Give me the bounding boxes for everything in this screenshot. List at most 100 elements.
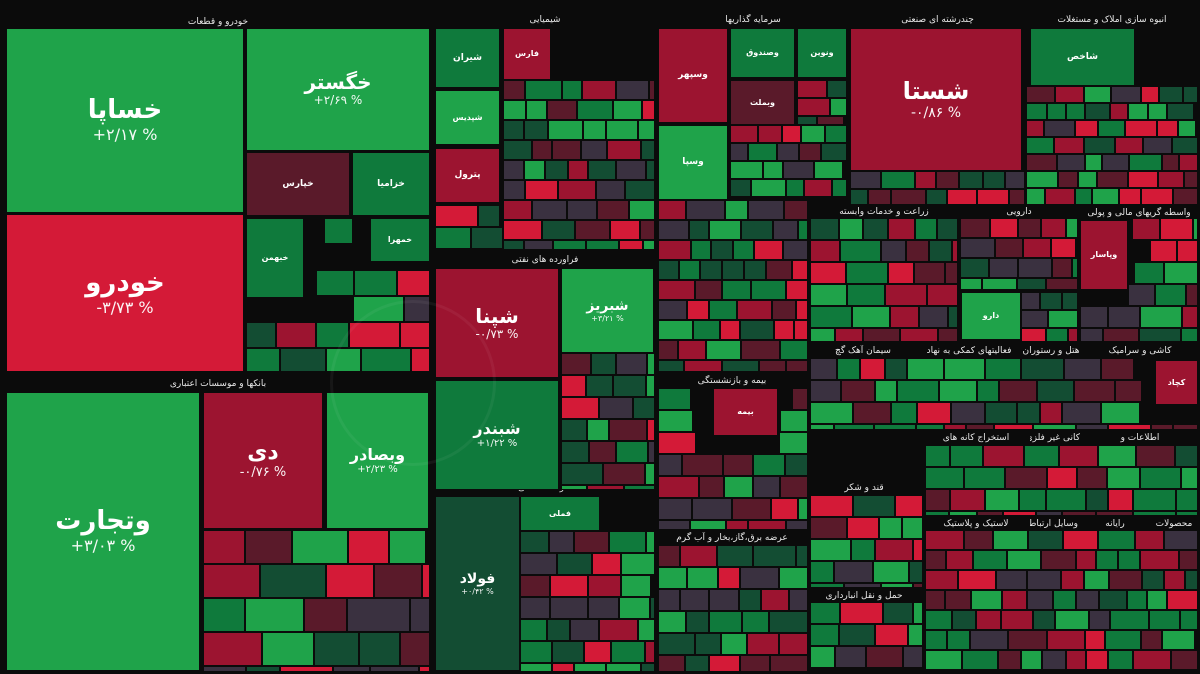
- treemap-tile-small[interactable]: [939, 380, 977, 402]
- treemap-tile-small[interactable]: [830, 98, 847, 116]
- treemap-tile-small[interactable]: [718, 567, 740, 589]
- treemap-tile-small[interactable]: [353, 296, 404, 322]
- treemap-tile[interactable]: خمهرا: [370, 218, 430, 262]
- treemap-tile-small[interactable]: [1024, 445, 1059, 467]
- treemap-tile-small[interactable]: [547, 100, 577, 120]
- treemap-tile-small[interactable]: [784, 200, 808, 220]
- treemap-tile-small[interactable]: [1076, 424, 1108, 430]
- treemap-tile-small[interactable]: [1164, 262, 1198, 284]
- treemap-tile-small[interactable]: [758, 125, 782, 143]
- treemap-tile-small[interactable]: [370, 666, 419, 672]
- treemap-tile-small[interactable]: [960, 258, 989, 278]
- treemap-tile-small[interactable]: [610, 220, 640, 240]
- treemap-tile-small[interactable]: [759, 360, 786, 372]
- treemap-tile-small[interactable]: [783, 161, 814, 179]
- treemap-tile-small[interactable]: [561, 441, 589, 463]
- treemap-tile-small[interactable]: [1047, 630, 1085, 650]
- treemap-tile-small[interactable]: [658, 520, 690, 530]
- treemap-tile-small[interactable]: [616, 441, 648, 463]
- treemap-tile-small[interactable]: [780, 476, 808, 498]
- treemap-tile-small[interactable]: [890, 306, 919, 328]
- treemap-tile-small[interactable]: [874, 424, 916, 430]
- treemap-tile-small[interactable]: [751, 179, 786, 197]
- treemap-tile-small[interactable]: [999, 380, 1037, 402]
- treemap-tile-small[interactable]: [1053, 590, 1076, 610]
- treemap-tile-small[interactable]: [503, 140, 532, 160]
- treemap-tile-small[interactable]: [1108, 306, 1140, 328]
- treemap-tile-small[interactable]: [347, 598, 410, 632]
- treemap-tile-small[interactable]: [937, 218, 958, 240]
- treemap-tile-small[interactable]: [203, 598, 245, 632]
- treemap-tile-small[interactable]: [925, 610, 952, 630]
- treemap-tile-small[interactable]: [691, 240, 711, 260]
- treemap-tile-small[interactable]: [919, 306, 948, 328]
- treemap-tile-small[interactable]: [810, 380, 841, 402]
- treemap-tile-small[interactable]: [748, 200, 784, 220]
- treemap-tile-small[interactable]: [1110, 103, 1128, 120]
- treemap-tile-small[interactable]: [314, 632, 359, 666]
- treemap-tile-small[interactable]: [1107, 467, 1140, 489]
- treemap-tile-small[interactable]: [925, 570, 958, 590]
- treemap-tile-small[interactable]: [709, 655, 740, 672]
- treemap-tile-small[interactable]: [561, 397, 599, 419]
- treemap-tile-small[interactable]: [1098, 530, 1135, 550]
- treemap-tile-small[interactable]: [1178, 120, 1196, 137]
- treemap-tile-small[interactable]: [567, 200, 597, 220]
- treemap-tile-small[interactable]: [641, 140, 655, 160]
- treemap-tile-small[interactable]: [1085, 154, 1102, 171]
- treemap-tile-small[interactable]: [1136, 445, 1175, 467]
- treemap-tile[interactable]: ونوین: [797, 28, 847, 78]
- treemap-tile-small[interactable]: [646, 160, 655, 180]
- treemap-tile-small[interactable]: [1182, 306, 1198, 328]
- treemap-tile-small[interactable]: [925, 467, 964, 489]
- treemap-tile-small[interactable]: [1062, 292, 1078, 310]
- treemap-tile-small[interactable]: [1040, 292, 1062, 310]
- treemap-tile[interactable]: فملی: [520, 496, 600, 531]
- treemap-tile-small[interactable]: [1098, 120, 1125, 137]
- treemap-tile-small[interactable]: [1018, 258, 1052, 278]
- treemap-tile-small[interactable]: [1157, 120, 1178, 137]
- treemap-tile-small[interactable]: [730, 143, 748, 161]
- treemap-tile-small[interactable]: [1078, 171, 1097, 188]
- treemap-tile-small[interactable]: [747, 633, 779, 655]
- treemap-tile-small[interactable]: [810, 646, 835, 668]
- treemap-tile-small[interactable]: [799, 143, 821, 161]
- treemap-tile-small[interactable]: [766, 260, 792, 280]
- treemap-tile-small[interactable]: [1185, 570, 1198, 590]
- treemap-tile-small[interactable]: [503, 120, 524, 140]
- treemap-tile-small[interactable]: [520, 619, 547, 641]
- treemap-tile-small[interactable]: [587, 419, 609, 441]
- treemap-tile-small[interactable]: [769, 611, 808, 633]
- treemap-tile-small[interactable]: [909, 561, 923, 583]
- treemap-tile-small[interactable]: [1005, 171, 1025, 189]
- treemap-tile-small[interactable]: [686, 200, 725, 220]
- treemap-tile-small[interactable]: [583, 120, 606, 140]
- treemap-tile[interactable]: کچاد: [1155, 360, 1198, 405]
- treemap-tile-small[interactable]: [846, 262, 888, 284]
- treemap-tile-small[interactable]: [503, 240, 524, 250]
- treemap-tile-small[interactable]: [1028, 530, 1063, 550]
- treemap-tile-small[interactable]: [1057, 154, 1085, 171]
- treemap-tile[interactable]: شبندر +۱/۲۲ %: [435, 380, 559, 490]
- treemap-tile-small[interactable]: [1096, 550, 1118, 570]
- treemap-tile-small[interactable]: [985, 358, 1021, 380]
- treemap-tile-small[interactable]: [1158, 171, 1184, 188]
- treemap-tile-small[interactable]: [925, 530, 964, 550]
- treemap-tile-small[interactable]: [779, 567, 808, 589]
- treemap-tile-small[interactable]: [985, 489, 1019, 511]
- treemap-tile-small[interactable]: [1108, 650, 1133, 670]
- treemap-tile-small[interactable]: [684, 360, 722, 372]
- treemap-tile-small[interactable]: [1017, 402, 1040, 424]
- treemap-tile-small[interactable]: [419, 666, 430, 672]
- treemap-tile-small[interactable]: [1111, 86, 1141, 103]
- treemap-tile-small[interactable]: [1099, 590, 1127, 610]
- treemap-tile-small[interactable]: [658, 300, 687, 320]
- treemap-tile-small[interactable]: [326, 348, 361, 372]
- treemap-tile-small[interactable]: [1098, 445, 1136, 467]
- treemap-tile-small[interactable]: [770, 655, 808, 672]
- treemap-tile-small[interactable]: [751, 280, 786, 300]
- treemap-tile-small[interactable]: [550, 597, 588, 619]
- treemap-tile-small[interactable]: [1021, 328, 1046, 342]
- treemap-tile[interactable]: وبملت: [730, 80, 795, 125]
- treemap-tile-small[interactable]: [553, 240, 586, 250]
